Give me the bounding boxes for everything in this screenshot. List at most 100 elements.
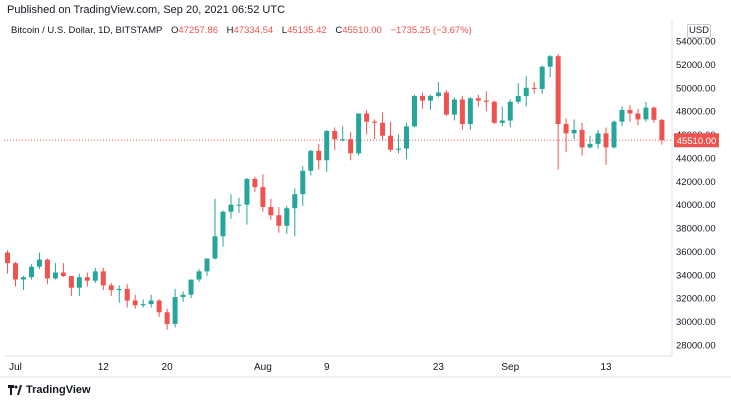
candle-body[interactable] [308,150,314,171]
candle-body[interactable] [324,131,330,161]
candle-body[interactable] [92,271,98,281]
footer-brand-label: TradingView [26,384,91,396]
candle-body[interactable] [188,279,194,295]
y-tick-label: 40000.00 [676,200,716,211]
candle-body[interactable] [659,119,665,141]
candle-body[interactable] [124,288,130,301]
candle-body[interactable] [651,107,657,120]
candle-body[interactable] [180,294,186,298]
tradingview-logo-icon [8,385,22,395]
candle-body[interactable] [499,120,505,123]
y-tick-label: 50000.00 [676,83,716,94]
candle-body[interactable] [380,122,386,136]
candle-body[interactable] [244,178,250,205]
change-value: −1735.25 (−3.67%) [390,25,472,36]
candle-body[interactable] [300,170,306,195]
footer-brand[interactable]: TradingView [8,384,91,396]
candle-body[interactable] [228,204,234,212]
candle-body[interactable] [443,92,449,115]
candle-body[interactable] [627,109,633,114]
candle-body[interactable] [252,178,258,188]
y-tick-label: 54000.00 [676,37,716,48]
candle-body[interactable] [419,95,425,101]
candle-body[interactable] [5,252,11,264]
candle-body[interactable] [36,259,42,267]
candle-body[interactable] [459,99,465,125]
candle-body[interactable] [156,300,162,313]
candle-body[interactable] [435,92,441,96]
candle-body[interactable] [555,56,561,125]
candle-body[interactable] [44,259,50,279]
candle-body[interactable] [643,107,649,120]
candle-body[interactable] [388,135,394,150]
candle-body[interactable] [467,98,473,125]
candle-body[interactable] [52,272,58,279]
candle-body[interactable] [100,271,106,286]
candle-body[interactable] [563,124,569,134]
candle-body[interactable] [571,129,577,134]
candle-body[interactable] [172,297,178,324]
low-label: L [281,25,288,36]
candle-body[interactable] [635,113,641,120]
candle-body[interactable] [76,277,82,288]
candle-body[interactable] [531,87,537,89]
candle-body[interactable] [611,121,617,148]
candle-body[interactable] [404,126,410,149]
candle-body[interactable] [396,148,402,150]
currency-button[interactable]: USD [687,24,711,38]
candle-body[interactable] [412,95,417,127]
candle-body[interactable] [60,272,66,277]
candle-body[interactable] [595,133,601,144]
x-tick-label: 13 [600,362,612,373]
candle-body[interactable] [587,143,593,148]
candle-body[interactable] [451,99,457,115]
y-tick-label: 38000.00 [676,224,716,235]
candle-body[interactable] [483,100,489,102]
candle-body[interactable] [539,66,545,89]
candle-body[interactable] [212,236,218,259]
candle-body[interactable] [292,194,298,209]
candle-body[interactable] [20,277,26,280]
candle-body[interactable] [13,263,18,280]
candle-body[interactable] [284,208,290,226]
candle-body[interactable] [316,150,322,161]
candle-body[interactable] [260,187,266,208]
candle-body[interactable] [364,113,370,122]
candle-body[interactable] [116,288,122,291]
candle-body[interactable] [108,285,114,291]
candle-body[interactable] [84,277,90,281]
y-tick-label: 42000.00 [676,177,716,188]
candle-body[interactable] [276,215,282,226]
last-price-badge [674,133,719,148]
x-tick-label: 12 [98,362,110,373]
candle-body[interactable] [515,95,521,102]
candle-body[interactable] [579,129,585,148]
candle-body[interactable] [68,276,74,288]
candle-body[interactable] [204,258,210,272]
candle-body[interactable] [427,95,433,101]
candle-body[interactable] [332,131,338,140]
symbol-label[interactable]: Bitcoin / U.S. Dollar, 1D, BITSTAMP [11,25,163,36]
candle-body[interactable] [348,139,354,154]
candle-body[interactable] [372,121,378,123]
candle-body[interactable] [603,133,609,148]
candle-body[interactable] [507,101,513,121]
candle-body[interactable] [268,207,274,216]
candle-body[interactable] [475,98,481,101]
candle-body[interactable] [148,300,154,305]
candle-body[interactable] [340,139,346,141]
candle-body[interactable] [356,113,362,154]
candle-body[interactable] [523,87,529,96]
candle-body[interactable] [140,304,146,306]
candle-body[interactable] [164,312,170,324]
candle-body[interactable] [619,109,625,122]
candle-body[interactable] [132,300,138,306]
y-tick-label: 32000.00 [676,294,716,305]
candle-body[interactable] [28,266,34,278]
candle-body[interactable] [196,271,202,280]
candle-body[interactable] [547,56,553,67]
candle-body[interactable] [220,211,226,237]
candle-body[interactable] [236,204,242,206]
candle-body[interactable] [491,101,497,123]
